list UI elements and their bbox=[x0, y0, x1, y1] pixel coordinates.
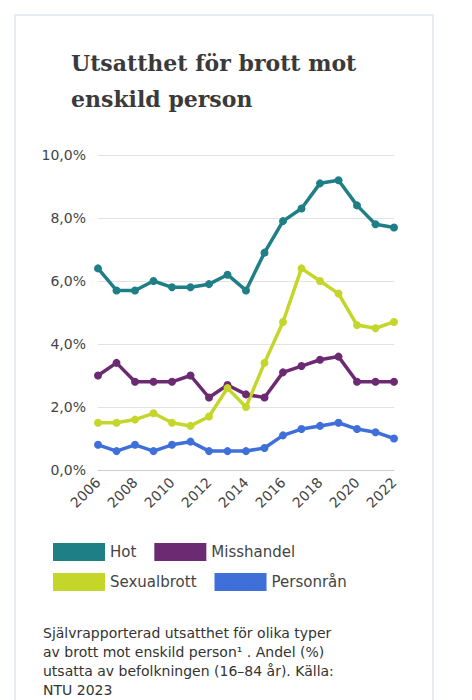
svg-text:enskild person: enskild person bbox=[71, 86, 252, 112]
svg-text:2006: 2006 bbox=[67, 474, 104, 511]
svg-text:Självrapporterad utsatthet för: Självrapporterad utsatthet för olika typ… bbox=[43, 625, 336, 641]
svg-text:utsatta av befolkningen (16–84: utsatta av befolkningen (16–84 år). Käll… bbox=[43, 663, 338, 679]
svg-text:4,0%: 4,0% bbox=[50, 336, 86, 352]
svg-text:Misshandel: Misshandel bbox=[211, 543, 295, 561]
svg-text:2,0%: 2,0% bbox=[50, 399, 86, 415]
svg-text:2008: 2008 bbox=[104, 474, 140, 510]
svg-text:8,0%: 8,0% bbox=[50, 210, 86, 226]
svg-text:av brott mot enskild person¹ .: av brott mot enskild person¹ . Andel (%) bbox=[43, 644, 329, 660]
svg-text:Utsatthet för brott mot: Utsatthet för brott mot bbox=[71, 50, 364, 76]
svg-text:2020: 2020 bbox=[326, 474, 362, 510]
svg-text:Hot: Hot bbox=[110, 543, 136, 561]
svg-text:2018: 2018 bbox=[289, 474, 325, 510]
svg-text:Personrån: Personrån bbox=[272, 573, 347, 591]
svg-text:6,0%: 6,0% bbox=[50, 273, 86, 289]
svg-text:Sexualbrott: Sexualbrott bbox=[110, 573, 197, 591]
svg-text:2012: 2012 bbox=[178, 474, 214, 510]
svg-text:2022: 2022 bbox=[363, 474, 399, 510]
svg-text:2016: 2016 bbox=[252, 474, 289, 511]
svg-text:NTU 2023: NTU 2023 bbox=[43, 682, 112, 698]
svg-text:0,0%: 0,0% bbox=[50, 462, 86, 478]
svg-text:10,0%: 10,0% bbox=[42, 147, 86, 163]
svg-text:2014: 2014 bbox=[215, 474, 252, 511]
svg-text:2010: 2010 bbox=[141, 474, 177, 510]
